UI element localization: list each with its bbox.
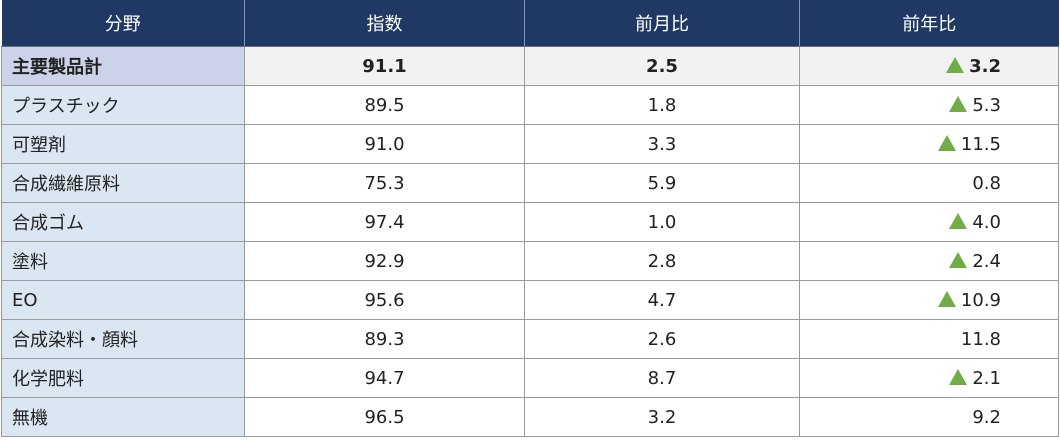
yoy-cell: 0.8: [799, 163, 1059, 203]
table-row: EO 95.6 4.7 10.9: [1, 280, 1059, 320]
category-cell: 合成繊維原料: [1, 163, 245, 203]
index-cell: 91.0: [244, 124, 525, 164]
yoy-value-wrap: 9.2: [891, 407, 1001, 428]
header-index: 指数: [244, 0, 525, 47]
category-cell: プラスチック: [1, 85, 245, 125]
yoy-value: 5.3: [972, 94, 1001, 116]
yoy-value: 4.0: [972, 211, 1001, 233]
yoy-value-wrap: 5.3: [891, 95, 1001, 116]
index-cell: 96.5: [244, 397, 525, 437]
yoy-value-wrap: 10.9: [891, 290, 1001, 311]
table-row: 合成繊維原料 75.3 5.9 0.8: [1, 163, 1059, 203]
index-cell: 95.6: [244, 280, 525, 320]
mom-cell: 5.9: [524, 163, 800, 203]
up-triangle-icon: [949, 368, 968, 385]
up-triangle-icon: [937, 134, 956, 151]
category-cell: 合成ゴム: [1, 202, 245, 242]
yoy-value-wrap: 11.5: [891, 134, 1001, 155]
category-cell: 主要製品計: [1, 46, 245, 86]
yoy-cell: 11.8: [799, 319, 1059, 359]
mom-cell: 8.7: [524, 358, 800, 398]
header-row: 分野 指数 前月比 前年比: [1, 0, 1059, 47]
yoy-value: 11.5: [960, 133, 1001, 155]
category-cell: 合成染料・顔料: [1, 319, 245, 359]
yoy-cell: 2.1: [799, 358, 1059, 398]
yoy-cell: 2.4: [799, 241, 1059, 281]
mom-cell: 2.6: [524, 319, 800, 359]
index-cell: 92.9: [244, 241, 525, 281]
yoy-value: 3.2: [969, 55, 1001, 77]
mom-cell: 4.7: [524, 280, 800, 320]
mom-cell: 2.8: [524, 241, 800, 281]
category-cell: EO: [1, 280, 245, 320]
up-triangle-icon: [946, 56, 965, 73]
yoy-value-wrap: 2.1: [891, 368, 1001, 389]
mom-cell: 2.5: [524, 46, 800, 86]
table-row: 合成染料・顔料 89.3 2.6 11.8: [1, 319, 1059, 359]
table-row: 可塑剤 91.0 3.3 11.5: [1, 124, 1059, 164]
yoy-value: 9.2: [972, 406, 1001, 428]
yoy-cell: 11.5: [799, 124, 1059, 164]
header-category: 分野: [1, 0, 245, 47]
category-cell: 化学肥料: [1, 358, 245, 398]
table-row: プラスチック 89.5 1.8 5.3: [1, 85, 1059, 125]
mom-cell: 3.2: [524, 397, 800, 437]
category-cell: 無機: [1, 397, 245, 437]
category-cell: 塗料: [1, 241, 245, 281]
index-cell: 97.4: [244, 202, 525, 242]
index-cell: 89.3: [244, 319, 525, 359]
yoy-value-wrap: 4.0: [891, 212, 1001, 233]
mom-cell: 1.0: [524, 202, 800, 242]
table-row: 主要製品計 91.1 2.5 3.2: [1, 46, 1059, 86]
table-row: 無機 96.5 3.2 9.2: [1, 397, 1059, 437]
header-yoy: 前年比: [799, 0, 1059, 47]
yoy-value-wrap: 11.8: [891, 329, 1001, 350]
index-cell: 94.7: [244, 358, 525, 398]
index-cell: 89.5: [244, 85, 525, 125]
mom-cell: 3.3: [524, 124, 800, 164]
yoy-cell: 4.0: [799, 202, 1059, 242]
table-row: 合成ゴム 97.4 1.0 4.0: [1, 202, 1059, 242]
yoy-cell: 10.9: [799, 280, 1059, 320]
index-cell: 91.1: [244, 46, 525, 86]
yoy-value-wrap: 3.2: [891, 56, 1001, 77]
index-cell: 75.3: [244, 163, 525, 203]
yoy-cell: 9.2: [799, 397, 1059, 437]
up-triangle-icon: [949, 251, 968, 268]
yoy-value: 2.1: [972, 367, 1001, 389]
mom-cell: 1.8: [524, 85, 800, 125]
yoy-value: 0.8: [972, 172, 1001, 194]
up-triangle-icon: [937, 290, 956, 307]
yoy-value: 2.4: [972, 250, 1001, 272]
up-triangle-icon: [949, 95, 968, 112]
yoy-value-wrap: 2.4: [891, 251, 1001, 272]
yoy-value: 10.9: [960, 289, 1001, 311]
up-triangle-icon: [949, 212, 968, 229]
yoy-cell: 3.2: [799, 46, 1059, 86]
yoy-cell: 5.3: [799, 85, 1059, 125]
table-body: 主要製品計 91.1 2.5 3.2 プラスチック 89.5 1.8 5.3 可塑剤 91.0 3.…: [1, 46, 1059, 437]
table-row: 塗料 92.9 2.8 2.4: [1, 241, 1059, 281]
header-mom: 前月比: [524, 0, 800, 47]
yoy-value-wrap: 0.8: [891, 173, 1001, 194]
yoy-value: 11.8: [960, 328, 1001, 350]
table-row: 化学肥料 94.7 8.7 2.1: [1, 358, 1059, 398]
category-cell: 可塑剤: [1, 124, 245, 164]
